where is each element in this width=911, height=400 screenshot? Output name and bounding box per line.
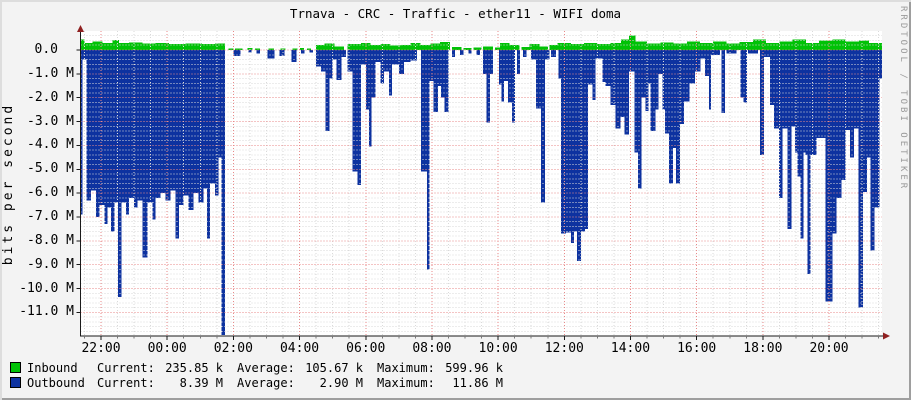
outbound-maximum-value: 11.86 M — [452, 375, 503, 390]
x-tick-label: 12:00 — [544, 341, 584, 356]
y-axis-arrow-icon — [77, 25, 84, 32]
x-tick-label: 08:00 — [412, 341, 452, 356]
y-tick-label: -8.0 M — [27, 232, 74, 248]
x-tick-label: 06:00 — [346, 341, 386, 356]
legend-row-outbound: Outbound Current: 8.39 M Average: 2.90 M… — [10, 375, 517, 390]
rrdtool-watermark: RRDTOOL / TOBI OETIKER — [898, 6, 908, 192]
outbound-label: Outbound — [27, 375, 85, 390]
maximum-label: Maximum: — [377, 360, 435, 375]
y-tick-label: -6.0 M — [27, 185, 74, 201]
outbound-average-value: 2.90 M — [319, 375, 363, 390]
legend: Inbound Current: 235.85 k Average: 105.6… — [10, 360, 517, 390]
x-tick-label: 16:00 — [677, 341, 717, 356]
graph-title: Trnava - CRC - Traffic - ether11 - WIFI … — [289, 6, 622, 21]
x-tick-label: 14:00 — [610, 341, 651, 356]
x-tick-label: 00:00 — [147, 341, 187, 356]
maximum-label: Maximum: — [377, 375, 435, 390]
y-tick-label: -10.0 M — [19, 280, 74, 296]
outbound-current-value: 8.39 M — [179, 375, 223, 390]
inbound-swatch — [10, 362, 21, 373]
axes — [76, 25, 890, 340]
y-tick-label: -9.0 M — [27, 256, 74, 272]
x-axis-arrow-icon — [883, 332, 890, 340]
y-tick-label: -3.0 M — [27, 113, 74, 129]
average-label: Average: — [237, 360, 295, 375]
y-tick-label: 0.0 — [34, 42, 58, 57]
inbound-maximum-value: 599.96 k — [445, 360, 503, 375]
x-tick-label: 04:00 — [279, 341, 320, 356]
y-tick-label: -11.0 M — [19, 304, 74, 320]
y-tick-label: -1.0 M — [27, 65, 74, 81]
y-tick-label: -2.0 M — [27, 89, 74, 105]
outbound-swatch — [10, 377, 21, 388]
inbound-label: Inbound — [27, 360, 78, 375]
x-tick-label: 22:00 — [81, 341, 121, 356]
x-tick-label: 20:00 — [809, 341, 849, 356]
current-label: Current: — [97, 360, 155, 375]
inbound-current-value: 235.85 k — [165, 360, 223, 375]
current-label: Current: — [97, 375, 155, 390]
inbound-average-value: 105.67 k — [305, 360, 363, 375]
x-tick-label: 10:00 — [478, 341, 518, 356]
x-tick-label: 02:00 — [213, 341, 253, 356]
x-tick-label: 18:00 — [743, 341, 783, 356]
y-tick-label: -4.0 M — [27, 137, 74, 153]
average-label: Average: — [237, 375, 295, 390]
y-tick-label: -5.0 M — [27, 161, 74, 177]
legend-row-inbound: Inbound Current: 235.85 k Average: 105.6… — [10, 360, 517, 375]
y-tick-label: -7.0 M — [27, 208, 74, 224]
